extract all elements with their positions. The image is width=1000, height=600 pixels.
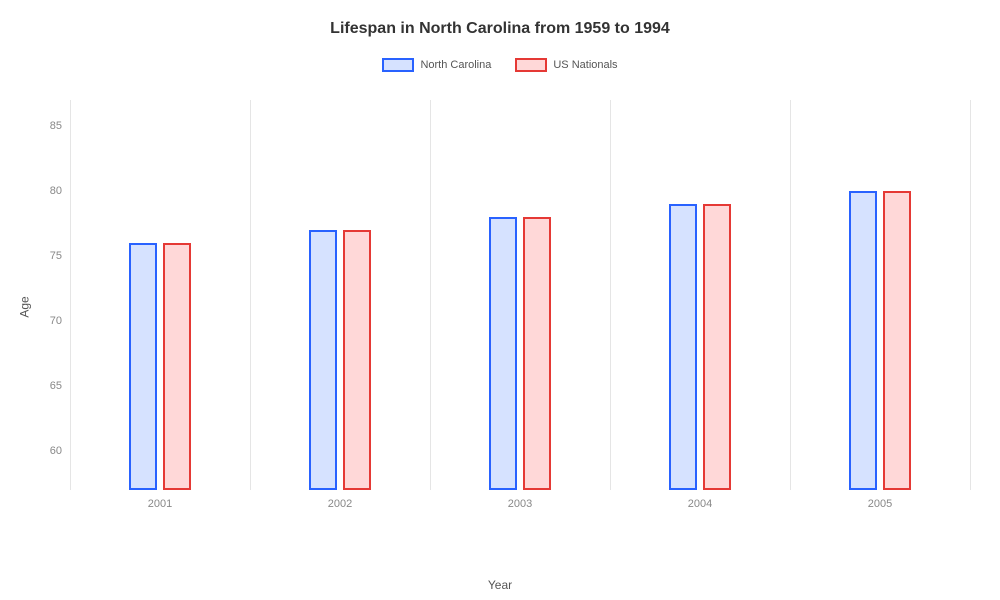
legend-item-0: North Carolina xyxy=(382,58,491,72)
bar xyxy=(523,217,551,490)
bar xyxy=(883,191,911,490)
x-tick-label: 2003 xyxy=(508,498,532,510)
bar xyxy=(343,230,371,490)
bar xyxy=(489,217,517,490)
legend-swatch-1 xyxy=(515,58,547,72)
bar xyxy=(309,230,337,490)
y-tick-label: 80 xyxy=(32,185,62,197)
chart-title: Lifespan in North Carolina from 1959 to … xyxy=(0,0,1000,38)
x-tick-label: 2005 xyxy=(868,498,892,510)
plot-area: 606570758085 20012002200320042005 xyxy=(70,100,970,520)
x-tick-label: 2004 xyxy=(688,498,712,510)
gridline-v xyxy=(970,100,971,490)
y-tick-label: 75 xyxy=(32,250,62,262)
bars-layer xyxy=(70,100,970,490)
legend-item-1: US Nationals xyxy=(515,58,617,72)
legend: North Carolina US Nationals xyxy=(0,58,1000,72)
x-tick-label: 2002 xyxy=(328,498,352,510)
bar xyxy=(849,191,877,490)
legend-label-0: North Carolina xyxy=(420,59,491,71)
bar xyxy=(129,243,157,490)
y-tick-label: 85 xyxy=(32,120,62,132)
bar xyxy=(669,204,697,490)
y-tick-label: 65 xyxy=(32,380,62,392)
bar xyxy=(703,204,731,490)
legend-label-1: US Nationals xyxy=(553,59,617,71)
bar xyxy=(163,243,191,490)
y-tick-label: 60 xyxy=(32,445,62,457)
y-tick-label: 70 xyxy=(32,315,62,327)
y-axis-label: Age xyxy=(18,296,32,317)
chart-container: Lifespan in North Carolina from 1959 to … xyxy=(0,0,1000,600)
x-tick-label: 2001 xyxy=(148,498,172,510)
legend-swatch-0 xyxy=(382,58,414,72)
x-axis-label: Year xyxy=(488,578,512,592)
